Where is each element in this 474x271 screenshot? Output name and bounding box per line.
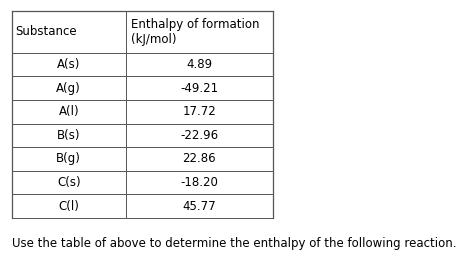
Text: B(s): B(s) [57, 129, 81, 142]
Text: -22.96: -22.96 [180, 129, 218, 142]
Text: B(g): B(g) [56, 153, 81, 165]
Text: Substance: Substance [16, 25, 77, 38]
Text: A(s): A(s) [57, 58, 81, 71]
Text: 17.72: 17.72 [182, 105, 216, 118]
Text: C(l): C(l) [58, 200, 79, 212]
Text: C(s): C(s) [57, 176, 81, 189]
Text: -18.20: -18.20 [180, 176, 218, 189]
Text: 45.77: 45.77 [182, 200, 216, 212]
Text: 4.89: 4.89 [186, 58, 212, 71]
Text: A(l): A(l) [58, 105, 79, 118]
Text: 22.86: 22.86 [182, 153, 216, 165]
Text: Use the table of above to determine the enthalpy of the following reaction.: Use the table of above to determine the … [12, 237, 456, 250]
Text: Enthalpy of formation
(kJ/mol): Enthalpy of formation (kJ/mol) [131, 18, 260, 46]
Text: A(g): A(g) [56, 82, 81, 95]
Text: -49.21: -49.21 [180, 82, 218, 95]
